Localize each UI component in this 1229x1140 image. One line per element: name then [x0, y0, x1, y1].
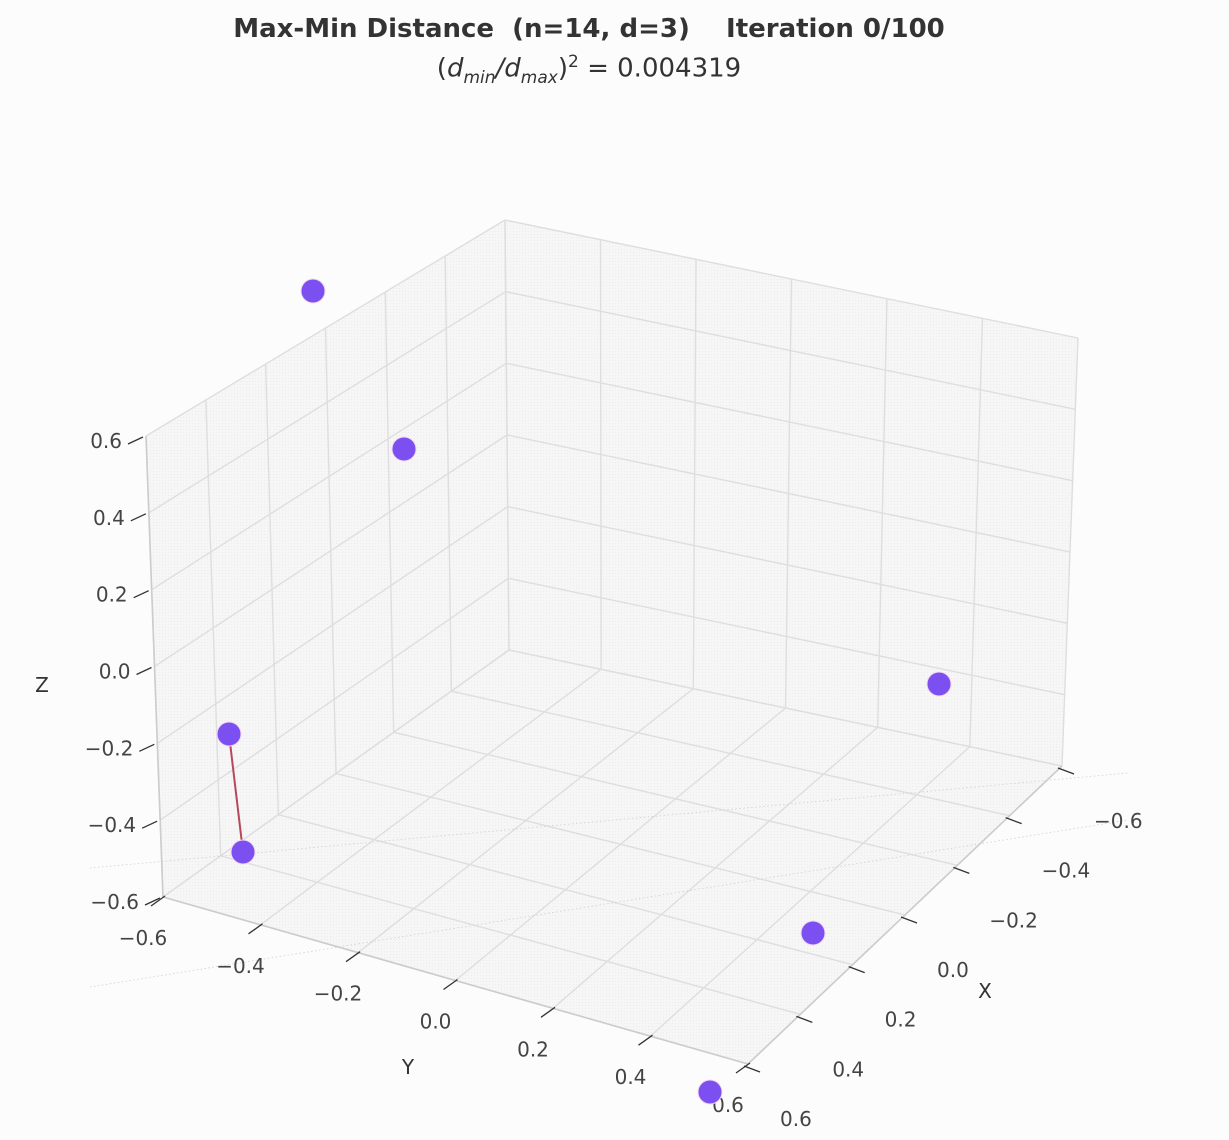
x-tick [1005, 817, 1022, 825]
y-tick [150, 895, 166, 907]
y-tick [638, 1034, 653, 1046]
y-tick-label: −0.2 [314, 982, 363, 1006]
min-distance-line [228, 733, 244, 853]
axis-labels: X Y Z [35, 673, 992, 1079]
z-tick-label: −0.6 [90, 890, 139, 914]
y-axis-label: Y [401, 1055, 415, 1079]
z-tick [144, 897, 161, 906]
y-tick-label: −0.6 [119, 926, 168, 950]
x-tick [953, 866, 970, 874]
z-tick [127, 436, 144, 445]
z-tick-label: −0.2 [85, 736, 134, 760]
grid-line [159, 577, 509, 821]
data-point [230, 839, 256, 865]
x-tick [900, 916, 918, 924]
x-tick [743, 1065, 761, 1073]
x-tick-label: 0.6 [780, 1107, 812, 1131]
x-tick-label: 0.4 [832, 1057, 864, 1081]
y-tick [735, 1062, 751, 1074]
tick-labels: −0.6 −0.4 −0.2 0.0 0.2 0.4 0.6 −0.6 −0.4 −0.2 0.0 0… [85, 429, 1143, 1131]
y-tick-label: 0.2 [517, 1037, 549, 1061]
z-tick [141, 820, 158, 829]
z-axis-label: Z [35, 673, 49, 697]
tick-marks [127, 436, 1075, 1074]
x-tick-label: −0.4 [1042, 859, 1091, 883]
chart-subtitle: (dmin/dmax)2 = 0.004319 [436, 52, 742, 88]
data-points [216, 278, 952, 1105]
grid-line [162, 649, 510, 898]
x-axis-label: X [978, 979, 992, 1003]
y-tick-label: 0.4 [615, 1065, 647, 1089]
x-tick-label: 0.2 [885, 1008, 917, 1032]
z-tick-label: −0.4 [88, 813, 137, 837]
x-tick-label: −0.2 [989, 908, 1038, 932]
z-tick [130, 513, 147, 522]
z-tick-label: 0.4 [93, 506, 125, 530]
x-tick-label: −0.6 [1094, 809, 1143, 833]
x-axis-line [747, 765, 1063, 1065]
x-tick [1057, 767, 1075, 775]
dotted-line [89, 819, 1129, 988]
z-tick [136, 666, 152, 676]
x-tick [848, 966, 865, 974]
z-tick-label: 0.0 [99, 660, 131, 684]
data-point [800, 920, 826, 946]
grid-line [650, 746, 971, 1037]
data-point [391, 436, 417, 462]
y-tick-label: −0.4 [216, 954, 265, 978]
min-distance-pair-line [228, 733, 244, 853]
dotted-line [89, 772, 1129, 869]
z-tick-label: 0.6 [90, 429, 122, 453]
y-tick [248, 923, 263, 935]
z-tick [133, 590, 149, 599]
y-tick [443, 978, 458, 991]
axis-panes [146, 220, 1078, 1064]
data-point [697, 1079, 723, 1105]
data-point [300, 278, 326, 304]
grid-line [1061, 337, 1079, 767]
z-axis-line [145, 435, 164, 898]
data-point [216, 721, 242, 747]
x-tick [796, 1015, 813, 1023]
chart-title: Max-Min Distance (n=14, d=3) Iteration 0… [233, 14, 945, 44]
grid-lines [145, 219, 1079, 1065]
y-tick-label: 0.0 [420, 1010, 452, 1034]
y-tick [345, 951, 361, 963]
data-point [926, 671, 952, 697]
x-tick-label: 0.0 [937, 958, 969, 982]
right-back-pane [505, 220, 1078, 766]
z-tick [139, 743, 155, 752]
grid-line [508, 649, 1063, 767]
dotted-guide-lines [89, 772, 1129, 988]
grid-line [508, 577, 1065, 696]
y-tick [540, 1006, 556, 1018]
z-tick-label: 0.2 [96, 583, 128, 607]
